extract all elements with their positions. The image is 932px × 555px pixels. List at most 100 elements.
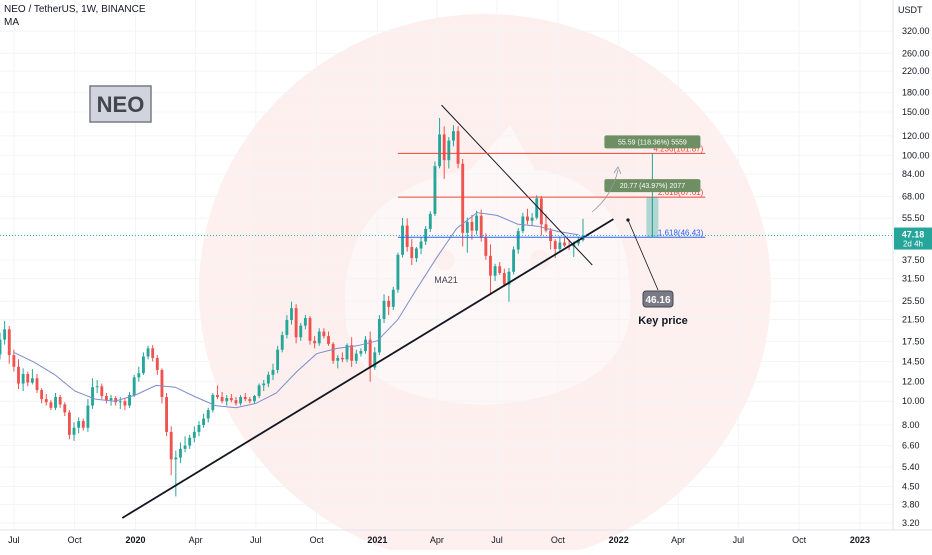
- candle-body: [95, 386, 99, 388]
- y-tick-label: 4.50: [902, 481, 920, 491]
- candle-body: [336, 357, 340, 361]
- candle-body: [63, 404, 67, 413]
- candle-body: [498, 266, 502, 274]
- last-price-countdown: 2d 4h: [903, 240, 923, 249]
- y-tick-label: 100.00: [902, 150, 930, 160]
- candle-body: [211, 394, 215, 411]
- x-tick-label: 2020: [125, 535, 145, 545]
- series: [0, 117, 585, 497]
- candle-body: [118, 401, 122, 403]
- candle-body: [266, 374, 270, 384]
- candle-body: [558, 242, 562, 249]
- candle-body: [239, 397, 243, 404]
- candle-body: [128, 394, 131, 406]
- projection-arrowhead: [613, 166, 622, 175]
- grid: [0, 0, 893, 530]
- y-tick-label: 150.00: [902, 107, 930, 117]
- x-tick-label: Oct: [310, 535, 325, 545]
- candle-body: [3, 329, 7, 340]
- candle-body: [405, 225, 409, 247]
- y-tick-label: 31.50: [902, 274, 925, 284]
- measure-label-bg: [604, 135, 701, 149]
- candle-body: [535, 198, 539, 218]
- y-tick-label: 12.00: [902, 377, 925, 387]
- candle-body: [461, 163, 465, 233]
- resistance-trendline: [441, 104, 593, 266]
- indicator-label[interactable]: MA: [4, 17, 19, 28]
- y-tick-label: 180.00: [902, 88, 930, 98]
- y-axis-unit: USDT: [898, 5, 923, 15]
- y-tick-label: 3.20: [902, 518, 920, 528]
- candle-body: [197, 425, 201, 432]
- y-tick-label: 55.50: [902, 213, 925, 223]
- candle-body: [382, 300, 386, 319]
- candle-body: [30, 378, 34, 383]
- candle-body: [313, 340, 317, 344]
- candle-body: [220, 397, 224, 402]
- candle-body: [109, 398, 113, 401]
- candle-body: [169, 431, 173, 460]
- candle-body: [419, 241, 423, 249]
- candle-body: [414, 248, 418, 259]
- candle-body: [438, 134, 441, 167]
- measure-label: 20.77 (43.97%) 2077: [620, 183, 685, 190]
- candle-body: [303, 317, 307, 326]
- candle-body: [576, 240, 580, 244]
- candle-body: [123, 401, 127, 406]
- candle-body: [151, 348, 155, 358]
- candle-body: [234, 400, 238, 404]
- x-axis[interactable]: Jul Oct 2020 Apr Jul Oct 2021 Apr Jul Oct 2022 Apr J…: [8, 535, 870, 545]
- candle-body: [359, 351, 363, 354]
- candle-body: [160, 369, 164, 398]
- candle-body: [271, 369, 275, 375]
- key-price-badge-text: 46.16: [645, 295, 670, 306]
- overlays: 4.236(101.87) 2.618(67.61) 1.618(46.43) 55.…: [0, 85, 893, 519]
- x-tick-label: Oct: [551, 535, 566, 545]
- y-tick-label: 25.50: [902, 296, 925, 306]
- watermark-logo: [199, 14, 771, 555]
- y-tick-label: 320.00: [902, 26, 930, 36]
- candle-body: [248, 399, 252, 402]
- candle-body: [387, 300, 391, 307]
- candle-body: [104, 395, 108, 401]
- candle-body: [317, 331, 321, 344]
- candle-body: [276, 349, 280, 370]
- candle-body: [465, 221, 469, 233]
- projection-arrow: [591, 169, 619, 213]
- candle-body: [44, 399, 48, 403]
- candle-body: [489, 255, 492, 276]
- candle-body: [225, 398, 229, 402]
- chart-title: NEO / TetherUS, 1W, BINANCE: [4, 4, 146, 15]
- candle-body: [516, 231, 520, 250]
- candle-body: [470, 221, 474, 231]
- candle-body: [12, 355, 16, 367]
- candle-body: [81, 421, 85, 428]
- key-price-leader: [627, 219, 659, 291]
- y-tick-label: 3.80: [902, 500, 920, 510]
- fib-level-label: 1.618(46.43): [658, 228, 704, 237]
- key-price-dot: [626, 218, 630, 222]
- candle-body: [132, 377, 136, 395]
- candle-body: [206, 410, 210, 419]
- y-tick-label: 14.50: [902, 357, 925, 367]
- candle-body: [493, 266, 497, 276]
- y-tick-label: 6.60: [902, 441, 920, 451]
- key-price-badge: [642, 290, 674, 308]
- candle-body: [7, 329, 11, 356]
- candle-body: [428, 213, 432, 229]
- y-axis[interactable]: 320.00 260.00 220.00 180.00 150.00 120.00 100.…: [894, 26, 932, 528]
- measure-label-bg: [604, 179, 701, 193]
- candle-body: [183, 445, 187, 449]
- y-tick-label: 21.50: [902, 314, 925, 324]
- candle-body: [72, 427, 76, 435]
- candle-body: [345, 345, 349, 360]
- candle-body: [512, 249, 516, 272]
- candle-body: [35, 378, 39, 391]
- candle-body: [114, 398, 118, 403]
- candle-body: [350, 345, 354, 361]
- candle-body: [530, 217, 534, 221]
- x-tick-label: Oct: [68, 535, 83, 545]
- candle-body: [91, 387, 94, 406]
- candle-body: [410, 246, 414, 259]
- candle-body: [188, 437, 192, 446]
